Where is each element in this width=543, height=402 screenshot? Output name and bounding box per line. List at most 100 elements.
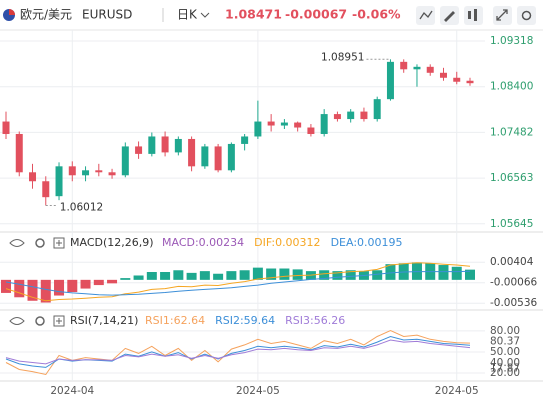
candle-body (347, 111, 355, 120)
candle-body (426, 66, 434, 73)
macd-bar (93, 279, 104, 286)
legend-entry: RSI1:62.64 (145, 314, 205, 327)
candle-body (307, 127, 315, 134)
candle-body (400, 61, 408, 70)
candle-body (2, 121, 10, 134)
candle-body (333, 114, 341, 120)
tool-line[interactable] (416, 6, 435, 25)
macd-bar (186, 272, 197, 280)
legend-entry: RSI3:56.26 (285, 314, 345, 327)
macd-bar (107, 279, 118, 284)
toolbar (416, 6, 536, 25)
candle-body (15, 133, 23, 173)
period-caret[interactable] (200, 12, 210, 18)
candle-body (68, 166, 76, 176)
extreme-label: 80.37 (490, 336, 520, 348)
macd-bar (319, 270, 330, 280)
tool-settings[interactable] (517, 6, 536, 25)
candle-body (135, 146, 143, 154)
legend-entry: RSI2:59.64 (215, 314, 275, 327)
panel-title: MACD(12,26,9) (70, 236, 154, 249)
x-tick-label: 2024-04 (50, 385, 94, 397)
macd-bar (40, 279, 51, 303)
rsi-line (5, 330, 471, 376)
candle-body (241, 136, 249, 144)
eye-icon[interactable] (9, 239, 25, 247)
extreme-label: 17.87 (490, 362, 520, 374)
gear-icon[interactable] (35, 238, 45, 248)
rsi-controls (9, 315, 65, 327)
macd-bar (199, 271, 210, 280)
candle-body (148, 136, 156, 154)
x-tick-label: 2024-05 (236, 385, 280, 397)
y-tick-label: 1.05645 (490, 218, 533, 230)
candle-body (42, 181, 50, 198)
panel-title: RSI(7,14,21) (70, 314, 138, 327)
macd-bar (27, 279, 38, 301)
extreme-label: 40.00 (490, 357, 520, 369)
change-pct: -0.06% (352, 7, 401, 22)
macd-bar (160, 272, 171, 280)
change: -0.00067 (285, 7, 347, 22)
y-tick-label: 1.09318 (490, 35, 533, 47)
y-tick-label: -0.00536 (490, 297, 538, 309)
macd-line (5, 262, 471, 302)
add-icon[interactable] (53, 315, 65, 327)
macd-bar (266, 268, 277, 280)
macd-bar (345, 270, 356, 280)
candle-body (413, 66, 421, 70)
candle-body (174, 138, 182, 153)
candle-body (280, 122, 288, 126)
macd-bar (173, 270, 184, 280)
macd-bar (14, 279, 25, 298)
y-tick-label: 20.00 (490, 367, 520, 379)
tool-fullscreen[interactable] (493, 6, 512, 25)
macd-bar (120, 278, 131, 280)
macd-bar (133, 275, 144, 280)
period[interactable]: 日K (177, 8, 198, 22)
candle-body (373, 99, 381, 120)
macd-bar (465, 269, 475, 280)
tool-indicator[interactable] (464, 6, 483, 25)
macd-line (5, 270, 471, 296)
y-tick-label: -0.00066 (490, 277, 538, 289)
candle-body (55, 166, 63, 197)
y-tick-label: 1.06563 (490, 172, 533, 184)
candle-body (95, 170, 103, 173)
candle-body (214, 146, 222, 171)
eye-icon[interactable] (9, 317, 25, 325)
low-label: 1.06012 (60, 202, 103, 214)
price: 1.08471 (225, 7, 282, 22)
macd-bar (213, 273, 224, 280)
macd-bar (438, 265, 449, 280)
macd-bar (80, 279, 91, 289)
macd-controls (9, 237, 65, 249)
candle-body (360, 111, 368, 120)
y-tick-label: 1.07482 (490, 126, 533, 138)
candle-body (320, 114, 328, 134)
y-tick-label: 0.00404 (490, 256, 534, 268)
candle-body (201, 146, 209, 167)
high-label: 1.08951 (321, 51, 364, 63)
pair-name: 欧元/美元 (20, 8, 72, 22)
rsi-line (5, 339, 471, 365)
candle-body (82, 170, 90, 176)
legend-entry: DIF:0.00312 (254, 236, 320, 249)
macd-bar (226, 271, 237, 280)
add-icon[interactable] (53, 237, 65, 249)
candle-body (188, 138, 196, 167)
macd-bar (451, 266, 462, 280)
macd-bar (332, 271, 343, 280)
candle-body (294, 122, 302, 128)
macd-bar (239, 270, 250, 280)
symbol: EURUSD (82, 8, 132, 22)
macd-bar (385, 264, 396, 280)
legend-entry: MACD:0.00234 (162, 236, 244, 249)
macd-bar (279, 268, 290, 280)
macd-bar (292, 269, 303, 280)
gear-icon[interactable] (35, 316, 45, 326)
candle-body (439, 72, 447, 78)
candle-body (161, 136, 169, 153)
